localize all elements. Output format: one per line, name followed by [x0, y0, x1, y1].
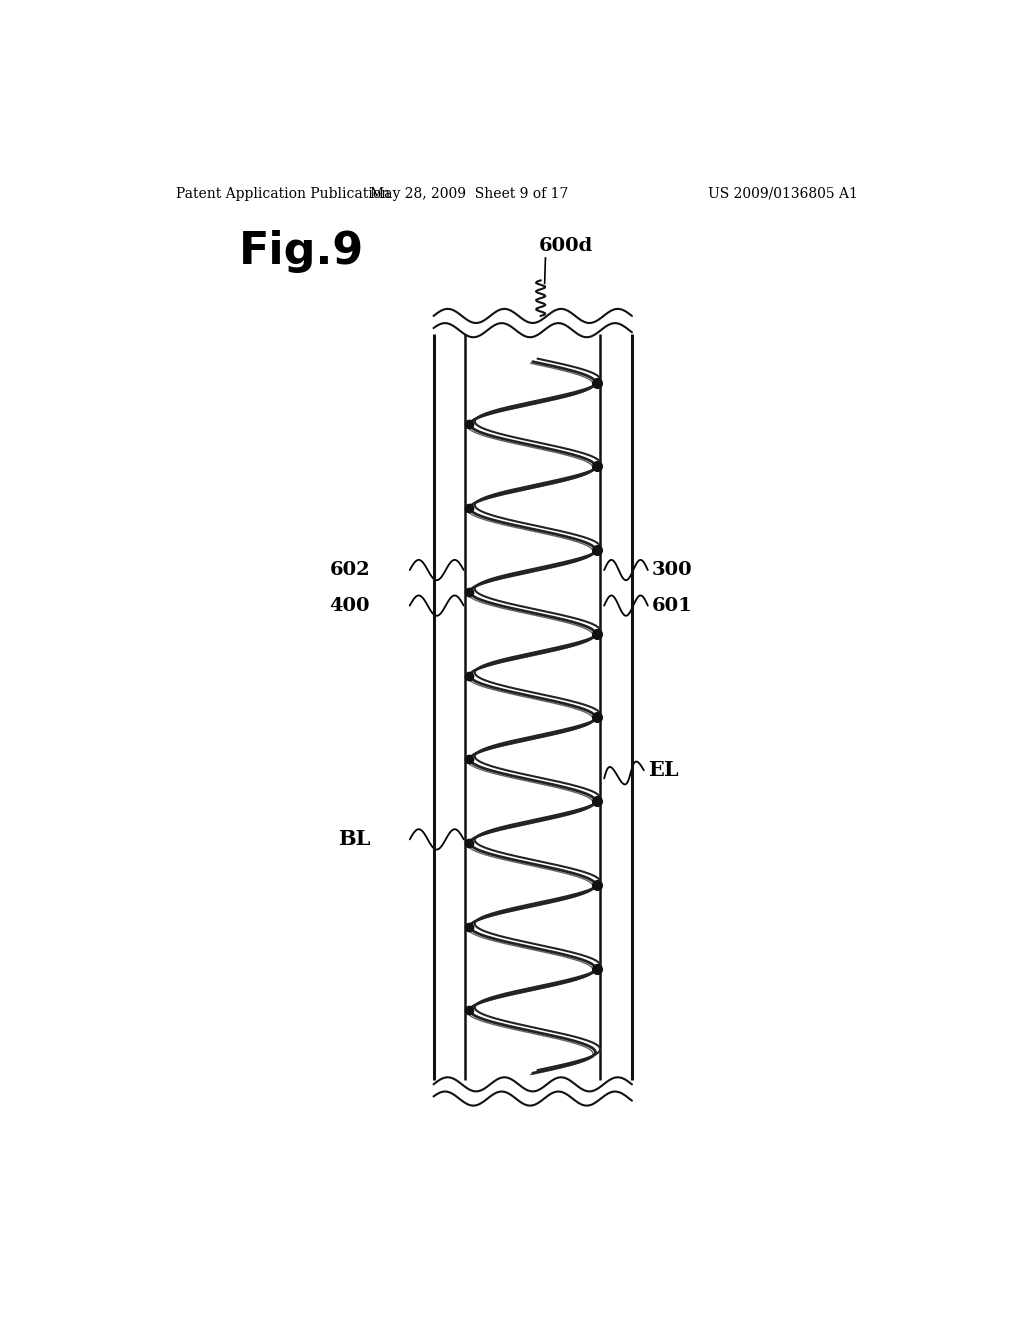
Text: EL: EL [648, 760, 679, 780]
Text: BL: BL [338, 829, 370, 849]
Text: Patent Application Publication: Patent Application Publication [176, 187, 390, 201]
Text: May 28, 2009  Sheet 9 of 17: May 28, 2009 Sheet 9 of 17 [370, 187, 568, 201]
Text: 400: 400 [330, 597, 370, 615]
Text: 300: 300 [652, 561, 692, 579]
Text: 602: 602 [330, 561, 370, 579]
Text: US 2009/0136805 A1: US 2009/0136805 A1 [709, 187, 858, 201]
Text: 600d: 600d [539, 238, 593, 255]
Text: 601: 601 [652, 597, 692, 615]
Text: Fig.9: Fig.9 [240, 230, 365, 272]
